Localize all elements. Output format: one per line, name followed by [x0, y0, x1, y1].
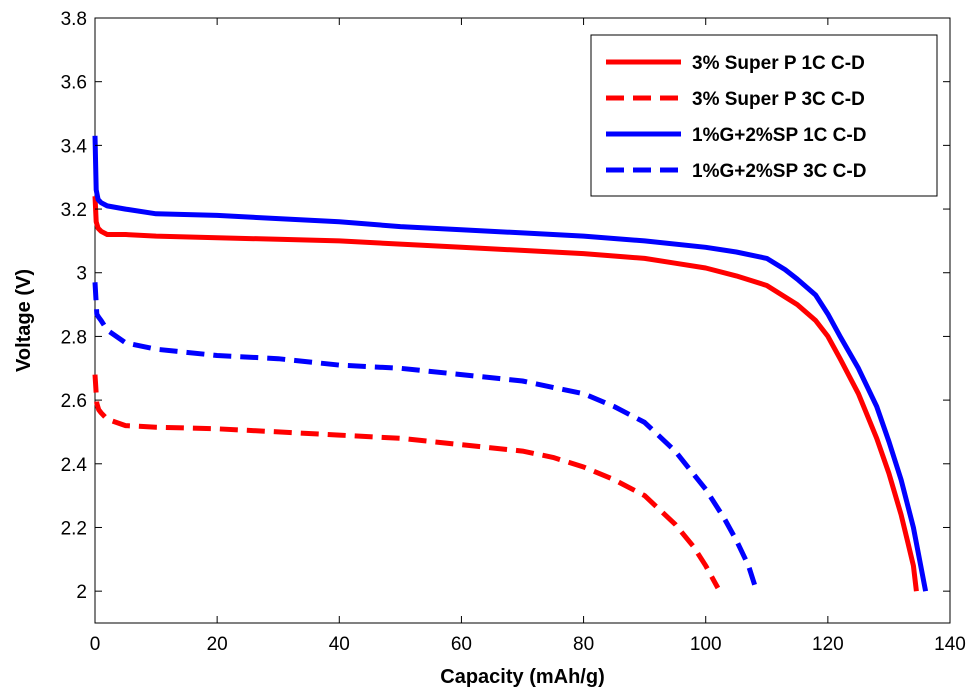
x-tick-label: 100 [690, 634, 722, 655]
y-tick-label: 2.6 [61, 391, 87, 412]
x-tick-label: 80 [573, 634, 594, 655]
series-line-3 [92, 135, 929, 592]
series-line-2 [92, 374, 721, 590]
y-tick-label: 3.4 [61, 136, 88, 157]
legend-label-3: 1%G+2%SP 1C C-D [692, 125, 866, 146]
legend-label-1: 3% Super P 1C C-D [692, 53, 865, 74]
series-layer [92, 135, 929, 592]
x-tick-label: 0 [90, 634, 101, 655]
x-axis-title: Capacity (mAh/g) [440, 666, 604, 688]
legend-label-2: 3% Super P 3C C-D [692, 89, 865, 110]
y-tick-label: 3.8 [61, 9, 87, 30]
x-tick-label: 60 [451, 634, 472, 655]
y-tick-label: 3.2 [61, 200, 87, 221]
y-tick-label: 3 [76, 264, 87, 285]
legend: 3% Super P 1C C-D 3% Super P 3C C-D 1%G+2%… [590, 34, 938, 197]
legend-label-4: 1%G+2%SP 3C C-D [692, 161, 866, 182]
y-tick-label: 2.4 [61, 455, 88, 476]
x-tick-label: 140 [934, 634, 966, 655]
y-tick-label: 2.2 [61, 518, 87, 539]
x-axis-ticks: 0 20 40 60 80 100 120 140 [90, 18, 966, 655]
x-tick-label: 40 [329, 634, 350, 655]
series-line-1 [92, 196, 919, 592]
y-axis-ticks: 2 2.2 2.4 2.6 2.8 3 3.2 3.4 3.6 3.8 [61, 9, 950, 603]
series-line-4 [92, 282, 757, 586]
x-tick-label: 120 [812, 634, 844, 655]
y-tick-label: 2 [76, 582, 87, 603]
y-axis-title: Voltage (V) [13, 269, 35, 372]
y-tick-label: 3.6 [61, 73, 87, 94]
x-tick-label: 20 [207, 634, 228, 655]
y-tick-label: 2.8 [61, 327, 87, 348]
